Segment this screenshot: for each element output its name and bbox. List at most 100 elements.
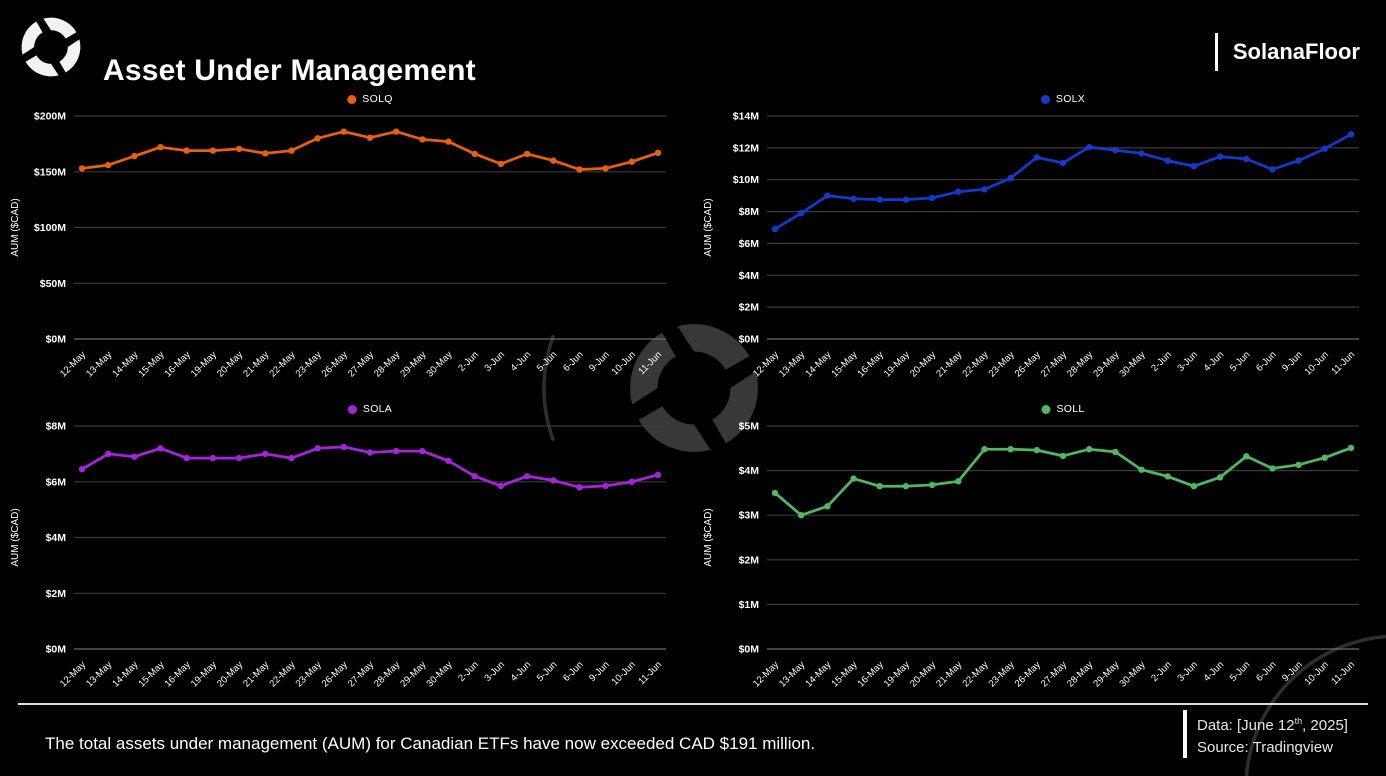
sola-line-chart: $0M $2M $4M $6M $8M AUM ($CAD) 12-May13-May14-… bbox=[10, 421, 666, 690]
svg-text:$4M: $4M bbox=[739, 465, 760, 477]
svg-text:5-Jun: 5-Jun bbox=[535, 349, 560, 374]
svg-text:12-May: 12-May bbox=[751, 659, 781, 689]
svg-text:4-Jun: 4-Jun bbox=[1202, 659, 1227, 684]
svg-text:AUM ($CAD): AUM ($CAD) bbox=[10, 508, 21, 566]
svg-text:23-May: 23-May bbox=[987, 659, 1017, 689]
solq-chart-panel: SOLQ $0M $50M $100M $150M $200M AUM ($CAD) 12-… bbox=[0, 92, 693, 398]
svg-text:3-Jun: 3-Jun bbox=[482, 659, 507, 684]
svg-text:$3M: $3M bbox=[739, 510, 760, 522]
sola-chart-panel: SOLA $0M $2M $4M $6M $8M AUM ($CAD) 12-May 13-M… bbox=[0, 402, 693, 708]
sola-legend-label: SOLA bbox=[362, 403, 393, 415]
svg-text:5-Jun: 5-Jun bbox=[535, 659, 560, 684]
solq-legend: SOLQ bbox=[347, 93, 392, 105]
svg-text:2-Jun: 2-Jun bbox=[456, 349, 481, 374]
svg-text:28-May: 28-May bbox=[1065, 349, 1095, 379]
svg-text:29-May: 29-May bbox=[398, 659, 428, 689]
footer-source: Source: Tradingview bbox=[1197, 739, 1333, 756]
svg-text:20-May: 20-May bbox=[908, 349, 938, 379]
solq-legend-dot-icon bbox=[347, 94, 357, 104]
svg-text:$2M: $2M bbox=[46, 588, 67, 600]
svg-text:6-Jun: 6-Jun bbox=[1254, 659, 1279, 684]
brand-wordmark: SolanaFloor bbox=[1214, 33, 1360, 71]
svg-text:10-Jun: 10-Jun bbox=[1303, 659, 1331, 687]
svg-text:27-May: 27-May bbox=[1039, 659, 1069, 689]
svg-text:4-Jun: 4-Jun bbox=[1202, 349, 1227, 374]
svg-text:16-May: 16-May bbox=[163, 659, 193, 689]
solq-line-chart: $0M $50M $100M $150M $200M AUM ($CAD) 12-May13… bbox=[10, 111, 666, 380]
svg-text:16-May: 16-May bbox=[856, 349, 886, 379]
svg-text:20-May: 20-May bbox=[215, 659, 245, 689]
svg-text:$4M: $4M bbox=[46, 532, 67, 544]
svg-text:3-Jun: 3-Jun bbox=[1175, 349, 1200, 374]
svg-text:$0M: $0M bbox=[46, 644, 67, 656]
soll-legend-label: SOLL bbox=[1056, 403, 1085, 415]
svg-text:3-Jun: 3-Jun bbox=[1175, 659, 1200, 684]
svg-text:13-May: 13-May bbox=[84, 659, 114, 689]
svg-text:4-Jun: 4-Jun bbox=[509, 659, 534, 684]
svg-text:26-May: 26-May bbox=[1013, 659, 1043, 689]
solx-legend-dot-icon bbox=[1040, 94, 1050, 104]
soll-line-chart: $0M $1M $2M $3M $4M $5M AUM ($CAD) 12-May13-May… bbox=[703, 421, 1359, 690]
svg-text:29-May: 29-May bbox=[398, 349, 428, 379]
svg-text:$12M: $12M bbox=[733, 142, 760, 154]
svg-text:$4M: $4M bbox=[739, 270, 760, 282]
svg-text:$6M: $6M bbox=[46, 476, 67, 488]
svg-text:10-Jun: 10-Jun bbox=[1303, 349, 1331, 377]
svg-text:28-May: 28-May bbox=[372, 349, 402, 379]
footer-meta-accent-bar bbox=[1183, 710, 1187, 758]
svg-text:13-May: 13-May bbox=[777, 349, 807, 379]
svg-text:9-Jun: 9-Jun bbox=[1280, 349, 1305, 374]
svg-text:15-May: 15-May bbox=[136, 349, 166, 379]
svg-text:4-Jun: 4-Jun bbox=[509, 349, 534, 374]
svg-text:11-Jun: 11-Jun bbox=[1329, 349, 1357, 377]
sola-legend-dot-icon bbox=[347, 404, 357, 414]
svg-text:29-May: 29-May bbox=[1091, 659, 1121, 689]
svg-text:26-May: 26-May bbox=[1013, 349, 1043, 379]
svg-text:30-May: 30-May bbox=[1117, 659, 1147, 689]
svg-text:30-May: 30-May bbox=[424, 659, 454, 689]
sola-legend: SOLA bbox=[347, 403, 393, 415]
svg-text:21-May: 21-May bbox=[934, 349, 964, 379]
svg-text:$8M: $8M bbox=[739, 206, 760, 218]
solx-line-chart: $0M $2M $4M $6M $8M $10M $12M $14M AUM ($CAD) 12-… bbox=[703, 111, 1359, 380]
footer-data-date: Data: [June 12th, 2025] bbox=[1197, 716, 1348, 734]
svg-text:$10M: $10M bbox=[733, 174, 760, 186]
svg-text:22-May: 22-May bbox=[267, 659, 297, 689]
svg-text:$0M: $0M bbox=[46, 334, 67, 346]
svg-text:14-May: 14-May bbox=[803, 659, 833, 689]
svg-text:9-Jun: 9-Jun bbox=[1280, 659, 1305, 684]
solanafloor-logo-icon bbox=[16, 12, 86, 82]
svg-text:12-May: 12-May bbox=[751, 349, 781, 379]
svg-text:19-May: 19-May bbox=[189, 659, 219, 689]
svg-text:23-May: 23-May bbox=[294, 659, 324, 689]
svg-text:23-May: 23-May bbox=[987, 349, 1017, 379]
svg-text:5-Jun: 5-Jun bbox=[1228, 659, 1253, 684]
svg-text:$5M: $5M bbox=[739, 421, 760, 433]
svg-text:27-May: 27-May bbox=[346, 659, 376, 689]
svg-text:22-May: 22-May bbox=[960, 659, 990, 689]
svg-text:5-Jun: 5-Jun bbox=[1228, 349, 1253, 374]
svg-text:28-May: 28-May bbox=[372, 659, 402, 689]
svg-text:14-May: 14-May bbox=[803, 349, 833, 379]
svg-text:19-May: 19-May bbox=[882, 349, 912, 379]
svg-text:19-May: 19-May bbox=[189, 349, 219, 379]
svg-text:21-May: 21-May bbox=[934, 659, 964, 689]
svg-text:21-May: 21-May bbox=[241, 349, 271, 379]
svg-text:$1M: $1M bbox=[739, 599, 760, 611]
svg-text:$2M: $2M bbox=[739, 302, 760, 314]
svg-text:19-May: 19-May bbox=[882, 659, 912, 689]
svg-text:15-May: 15-May bbox=[829, 659, 859, 689]
svg-text:28-May: 28-May bbox=[1065, 659, 1095, 689]
svg-text:14-May: 14-May bbox=[110, 659, 140, 689]
svg-text:$50M: $50M bbox=[40, 278, 67, 290]
svg-text:14-May: 14-May bbox=[110, 349, 140, 379]
svg-text:$150M: $150M bbox=[34, 166, 66, 178]
svg-text:15-May: 15-May bbox=[136, 659, 166, 689]
svg-text:$0M: $0M bbox=[739, 644, 760, 656]
svg-text:2-Jun: 2-Jun bbox=[1149, 349, 1174, 374]
soll-chart-panel: SOLL $0M $1M $2M $3M $4M $5M AUM ($CAD) 12-May 1… bbox=[693, 402, 1386, 708]
svg-text:10-Jun: 10-Jun bbox=[610, 349, 638, 377]
svg-text:$6M: $6M bbox=[739, 238, 760, 250]
svg-text:23-May: 23-May bbox=[294, 349, 324, 379]
